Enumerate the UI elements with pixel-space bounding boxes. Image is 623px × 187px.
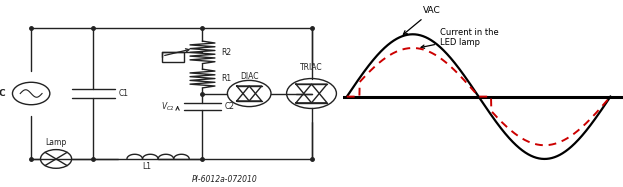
Text: L1: L1 bbox=[142, 162, 151, 171]
Text: C1: C1 bbox=[118, 89, 128, 98]
Text: DIAC: DIAC bbox=[240, 72, 259, 81]
Text: PI-6012a-072010: PI-6012a-072010 bbox=[191, 175, 257, 184]
Text: AC: AC bbox=[0, 89, 6, 98]
Text: Current in the
LED lamp: Current in the LED lamp bbox=[421, 28, 499, 48]
Text: $V_{C2}$: $V_{C2}$ bbox=[161, 100, 174, 113]
Text: R1: R1 bbox=[221, 74, 231, 83]
Text: TRIAC: TRIAC bbox=[300, 63, 323, 72]
Text: VAC: VAC bbox=[403, 6, 441, 34]
Text: C2: C2 bbox=[224, 102, 234, 111]
Text: Lamp: Lamp bbox=[45, 138, 67, 147]
Text: R2: R2 bbox=[221, 48, 231, 57]
